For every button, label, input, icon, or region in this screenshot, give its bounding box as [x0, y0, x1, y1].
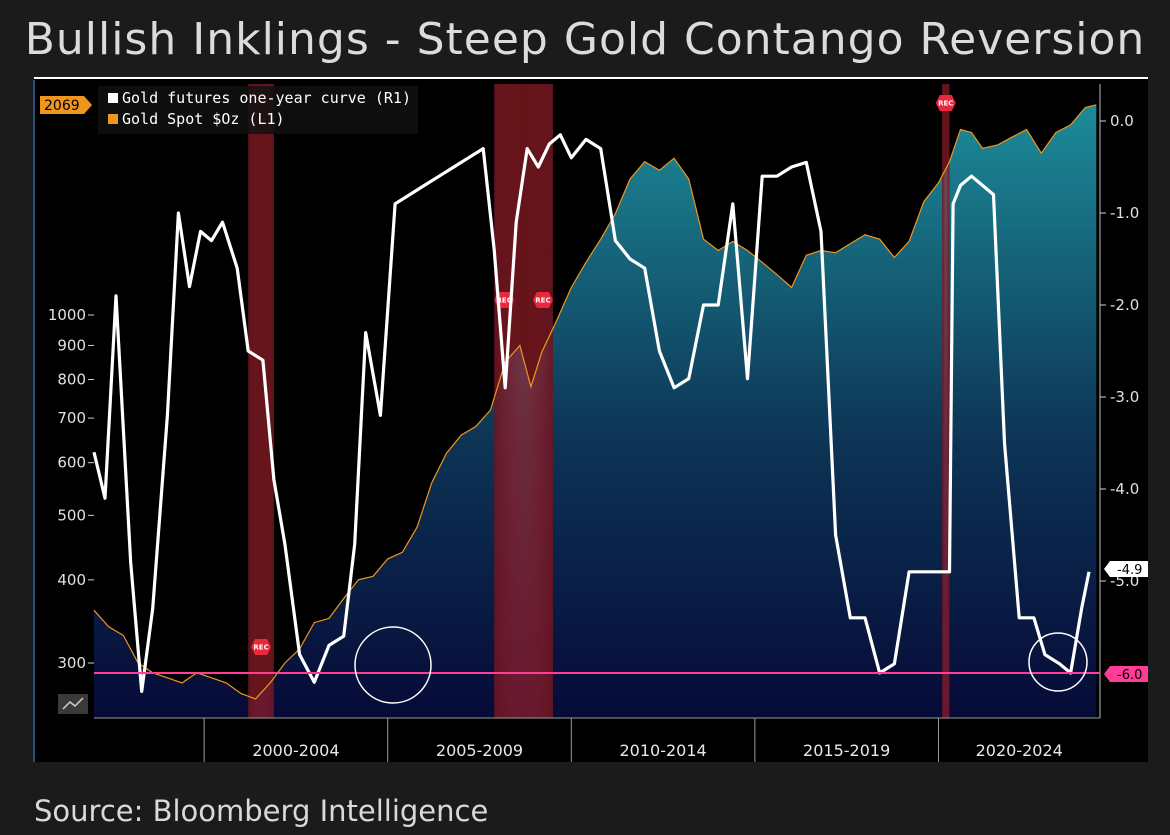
legend: Gold futures one-year curve (R1) Gold Sp… — [98, 86, 418, 134]
right-tick-label: -2.0 — [1110, 296, 1139, 314]
spot-line — [93, 104, 1097, 700]
right-tick-label: -4.0 — [1110, 480, 1139, 498]
recession-band — [942, 84, 950, 718]
highlight-circle-2005 — [354, 626, 432, 704]
right-tick-label: -3.0 — [1110, 388, 1139, 406]
reference-value: -6.0 — [1117, 668, 1142, 683]
left-tick-label: 800 — [57, 370, 86, 388]
reference-tag: -6.0 — [1104, 666, 1148, 683]
left-tick-label: 1000 — [48, 306, 86, 324]
last-curve-value: -4.9 — [1117, 563, 1142, 578]
source-note: Source: Bloomberg Intelligence — [34, 794, 489, 828]
x-axis: 2000-2004 2005-2009 2010-2014 2015-2019 2020… — [203, 718, 1063, 762]
last-spot-tag: 2069 — [40, 96, 92, 114]
right-tick-label: -1.0 — [1110, 204, 1139, 222]
rec-label: REC — [497, 297, 512, 305]
x-tick-label: 2015-2019 — [803, 741, 890, 760]
right-tick-label: 0.0 — [1110, 112, 1134, 130]
x-tick-label: 2010-2014 — [619, 741, 706, 760]
left-tick-label: 600 — [57, 454, 86, 472]
legend-label-spot: Gold Spot $Oz (L1) — [122, 110, 285, 128]
left-axis: 300 400 500 600 700 800 900 1000 — [48, 306, 94, 672]
last-spot-value: 2069 — [44, 98, 80, 114]
left-tick-label: 400 — [57, 571, 86, 589]
curve-line — [92, 133, 1091, 694]
rec-label: REC — [253, 644, 268, 652]
legend-label-curve: Gold futures one-year curve (R1) — [122, 89, 411, 107]
legend-swatch-spot — [108, 114, 118, 124]
left-tick-label: 500 — [57, 506, 86, 524]
highlight-circle-2024 — [1028, 632, 1088, 692]
legend-swatch-curve — [108, 93, 118, 103]
spot-area-layer — [94, 104, 1097, 719]
x-tick-label: 2000-2004 — [252, 741, 339, 760]
left-tick-label: 300 — [57, 654, 86, 672]
recession-band — [248, 84, 274, 718]
x-tick-label: 2005-2009 — [436, 741, 523, 760]
left-tick-label: 900 — [57, 336, 86, 354]
recession-layer: REC REC REC REC — [248, 84, 956, 718]
x-tick-label: 2020-2024 — [976, 741, 1063, 760]
chart-title: Bullish Inklings - Steep Gold Contango R… — [24, 14, 1146, 65]
rec-marker: REC — [532, 292, 553, 308]
rec-label: REC — [938, 100, 953, 108]
chart: REC REC REC REC 2000-2004 2005-2009 2010-2014… — [33, 77, 1148, 762]
rec-marker: REC — [935, 95, 956, 111]
last-curve-tag: -4.9 — [1104, 561, 1148, 578]
spot-area — [94, 104, 1097, 719]
rec-marker: REC — [251, 639, 272, 655]
chart-type-icon[interactable] — [58, 694, 88, 714]
left-tick-label: 700 — [57, 409, 86, 427]
recession-band — [494, 84, 553, 718]
series-line-layer — [92, 104, 1097, 700]
rec-label: REC — [535, 297, 550, 305]
